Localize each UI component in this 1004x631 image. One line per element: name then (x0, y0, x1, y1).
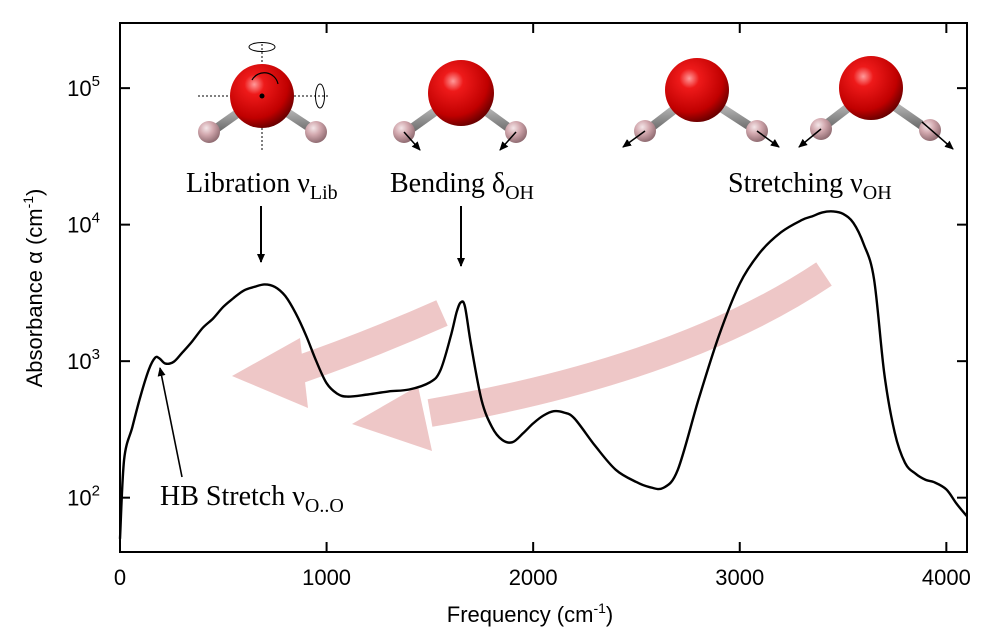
y-tick-label: 105 (67, 73, 100, 101)
water-libration-icon (198, 42, 328, 150)
x-tick-label: 4000 (922, 565, 971, 590)
x-tick-label: 0 (114, 565, 126, 590)
water-asymmetric-stretch-icon (798, 56, 954, 150)
y-tick-label: 103 (67, 346, 100, 374)
x-tick-label: 1000 (302, 565, 351, 590)
bending-label: Bending δOH (390, 168, 534, 204)
hb-stretch-pointer-arrow (157, 367, 183, 478)
stretching-label: Stretching νOH (728, 168, 892, 204)
y-axis-ticks: 102 103 104 105 (67, 73, 967, 511)
x-tick-label: 2000 (509, 565, 558, 590)
y-tick-label: 104 (67, 210, 100, 238)
plot-frame (119, 22, 968, 553)
water-bending-icon (393, 60, 527, 151)
x-tick-label: 3000 (715, 565, 764, 590)
absorbance-curve (118, 210, 968, 539)
hb-stretch-label: HB Stretch νO..O (160, 481, 344, 517)
upper-flow-arrow-shaft (287, 300, 448, 386)
lower-flow-arrow-head (352, 386, 432, 451)
libration-label: Libration νLib (186, 168, 338, 204)
y-tick-label: 102 (67, 483, 100, 511)
x-axis-title: Frequency (cm-1) (447, 600, 614, 627)
y-axis-title: Absorbance α (cm-1) (20, 189, 47, 388)
energy-flow-arrows (232, 262, 832, 451)
water-symmetric-stretch-icon (622, 58, 780, 148)
upper-flow-arrow-head (232, 338, 308, 408)
x-axis-ticks: 0 1000 2000 3000 4000 (114, 23, 971, 590)
lower-flow-arrow-shaft (427, 262, 832, 427)
